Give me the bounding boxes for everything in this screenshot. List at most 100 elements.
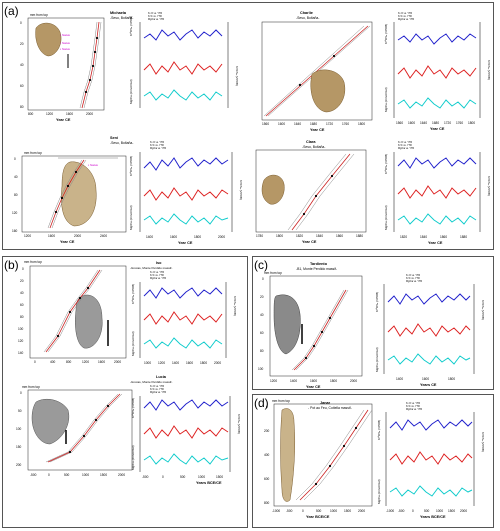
svg-text:Lucia: Lucia (156, 375, 167, 379)
svg-text:1600: 1600 (186, 361, 193, 365)
svg-text:120: 120 (18, 339, 24, 343)
svg-text:1400: 1400 (396, 377, 403, 381)
svg-text:500: 500 (316, 509, 322, 513)
svg-text:1600: 1600 (48, 234, 55, 238)
svg-text:δ¹⁸O vs. YTR: δ¹⁸O vs. YTR (148, 11, 162, 15)
svg-text:1200: 1200 (24, 234, 31, 238)
panel-c (252, 256, 494, 390)
svg-text:0: 0 (266, 405, 268, 409)
svg-text:60: 60 (20, 84, 24, 88)
lucia-stalagmite-photo (31, 399, 70, 445)
svg-text:2000: 2000 (460, 509, 467, 513)
svg-text:δ¹³C vs. YTR: δ¹³C vs. YTR (406, 277, 420, 280)
svg-text:20: 20 (20, 42, 24, 46)
svg-text:1800: 1800 (448, 377, 455, 381)
svg-text:1760: 1760 (456, 121, 463, 125)
svg-text:δ¹³C vs. YTR: δ¹³C vs. YTR (148, 15, 162, 18)
svg-text:δ¹⁸O‰ (VPDB): δ¹⁸O‰ (VPDB) (129, 156, 133, 176)
panel-b (2, 256, 248, 528)
svg-text:400: 400 (50, 360, 56, 364)
svg-text:δ¹⁸O vs. YTR: δ¹⁸O vs. YTR (406, 401, 420, 405)
svg-text:0: 0 (162, 475, 164, 479)
svg-text:-Grocas, Monte Perdido massif-: -Grocas, Monte Perdido massif- (130, 266, 172, 270)
seni-timeseries: Seni -Seso, Boltaña- δ¹⁸O vs. YTR δ¹³C v… (110, 136, 243, 245)
iso-age-model: mm from top 0 20 40 60 80 100 120 140 0 … (18, 260, 127, 364)
svg-text:1600: 1600 (170, 235, 177, 239)
svg-text:Charlie: Charlie (300, 11, 313, 15)
svg-text:1880: 1880 (356, 234, 363, 238)
svg-text:δ¹⁸O vs. YTR: δ¹⁸O vs. YTR (398, 140, 412, 144)
svg-text:0: 0 (20, 391, 22, 395)
svg-text:20: 20 (260, 295, 264, 299)
svg-text:1600: 1600 (310, 379, 317, 383)
svg-text:500: 500 (180, 475, 186, 479)
svg-text:1820: 1820 (296, 234, 303, 238)
svg-text:Year CE: Year CE (310, 128, 325, 132)
svg-text:40: 40 (14, 175, 18, 179)
svg-text:1720: 1720 (326, 122, 333, 126)
svg-text:1720: 1720 (444, 121, 451, 125)
svg-text:150: 150 (16, 445, 22, 449)
svg-text:δ¹⁸O vs. YTR: δ¹⁸O vs. YTR (150, 270, 164, 274)
svg-text:δ¹³C vs. YTR: δ¹³C vs. YTR (150, 144, 164, 147)
svg-text:δ¹³C‰ (VPDB): δ¹³C‰ (VPDB) (235, 66, 239, 86)
tardiento-timeseries: Tardiento -B1, Monte Perdido massif- δ¹⁸… (296, 262, 485, 387)
svg-text:δ¹⁸O vs. YTR: δ¹⁸O vs. YTR (398, 11, 412, 15)
svg-text:0: 0 (34, 360, 36, 364)
svg-text:1640: 1640 (420, 121, 427, 125)
svg-text:120: 120 (12, 211, 18, 215)
svg-text:2000: 2000 (214, 361, 221, 365)
svg-text:500: 500 (424, 509, 430, 513)
svg-text:800: 800 (66, 360, 72, 364)
svg-text:1600: 1600 (98, 360, 105, 364)
svg-text:Michaela: Michaela (110, 11, 127, 15)
svg-text:Years BCE/CE: Years BCE/CE (196, 481, 222, 485)
seni-stalagmite-photo (61, 161, 97, 227)
panel-label-b: (b) (4, 258, 19, 272)
svg-text:mm from top: mm from top (24, 151, 42, 155)
svg-text:1860: 1860 (440, 235, 447, 239)
svg-text:60: 60 (20, 303, 24, 307)
svg-text:50: 50 (18, 409, 22, 413)
svg-text:- Pot au Feu, Cotiella massif-: - Pot au Feu, Cotiella massif- (308, 406, 352, 410)
svg-text:Clara: Clara (306, 140, 316, 144)
svg-text:Mg/Ca vs. YTR: Mg/Ca vs. YTR (148, 18, 164, 21)
clara-age-model: Clara -Seso, Boltaña- 1780 1800 1820 184… (255, 140, 367, 244)
svg-text:Mg/Ca vs. YTR: Mg/Ca vs. YTR (150, 277, 166, 280)
svg-text:1000: 1000 (82, 473, 89, 477)
svg-text:80: 80 (14, 193, 18, 197)
svg-text:δ¹³C‰ (VPDB): δ¹³C‰ (VPDB) (487, 176, 491, 196)
svg-text:2000: 2000 (118, 473, 125, 477)
svg-text:0: 0 (48, 473, 50, 477)
charlie-age-model: Charlie -Seso, Boltaña- 1560 1600 1640 1… (261, 11, 373, 132)
janar-stalagmite-photo (280, 408, 296, 502)
svg-text:100: 100 (258, 367, 264, 371)
svg-text:-500: -500 (142, 475, 149, 479)
svg-text:1760: 1760 (342, 122, 349, 126)
svg-text:-B1, Monte Perdido massif-: -B1, Monte Perdido massif- (296, 267, 337, 271)
svg-text:2000: 2000 (114, 360, 121, 364)
svg-text:δ¹⁸O‰ (VPDB): δ¹⁸O‰ (VPDB) (384, 154, 388, 174)
svg-text:δ¹³C vs. YTR: δ¹³C vs. YTR (398, 144, 412, 147)
svg-text:2000: 2000 (74, 234, 81, 238)
tardiento-stalagmite-photo (273, 294, 301, 355)
svg-text:40: 40 (260, 313, 264, 317)
svg-text:Mg/Ca (mmol/mol): Mg/Ca (mmol/mol) (384, 205, 388, 230)
charlie-timeseries: δ¹⁸O vs. YTR δ¹³C vs. YTR Mg/Ca vs. YTR … (384, 11, 491, 131)
svg-text:1000: 1000 (330, 509, 337, 513)
svg-text:-1000: -1000 (386, 509, 394, 513)
iso-timeseries: Iso -Grocas, Monte Perdido massif- δ¹⁸O … (130, 261, 237, 365)
svg-text:1800: 1800 (276, 234, 283, 238)
svg-text:δ¹⁸O‰ (VPDB): δ¹⁸O‰ (VPDB) (384, 24, 388, 44)
svg-text:1860: 1860 (336, 234, 343, 238)
svg-text:δ¹⁸O‰ (VPDB): δ¹⁸O‰ (VPDB) (129, 16, 133, 36)
svg-text:20: 20 (20, 279, 24, 283)
seni-age-model: mm from top ▪ hiatus 0 40 80 120 160 120… (12, 151, 127, 244)
svg-text:δ¹³C‰ (VPDB): δ¹³C‰ (VPDB) (237, 414, 241, 434)
svg-text:1500: 1500 (216, 475, 223, 479)
panel-a (2, 2, 494, 250)
svg-text:600: 600 (264, 477, 270, 481)
michaela-timeseries: Michaela -Seso, Boltaña- δ¹⁸O vs. YTR δ¹… (110, 11, 239, 108)
svg-text:1840: 1840 (420, 235, 427, 239)
svg-text:1600: 1600 (408, 121, 415, 125)
